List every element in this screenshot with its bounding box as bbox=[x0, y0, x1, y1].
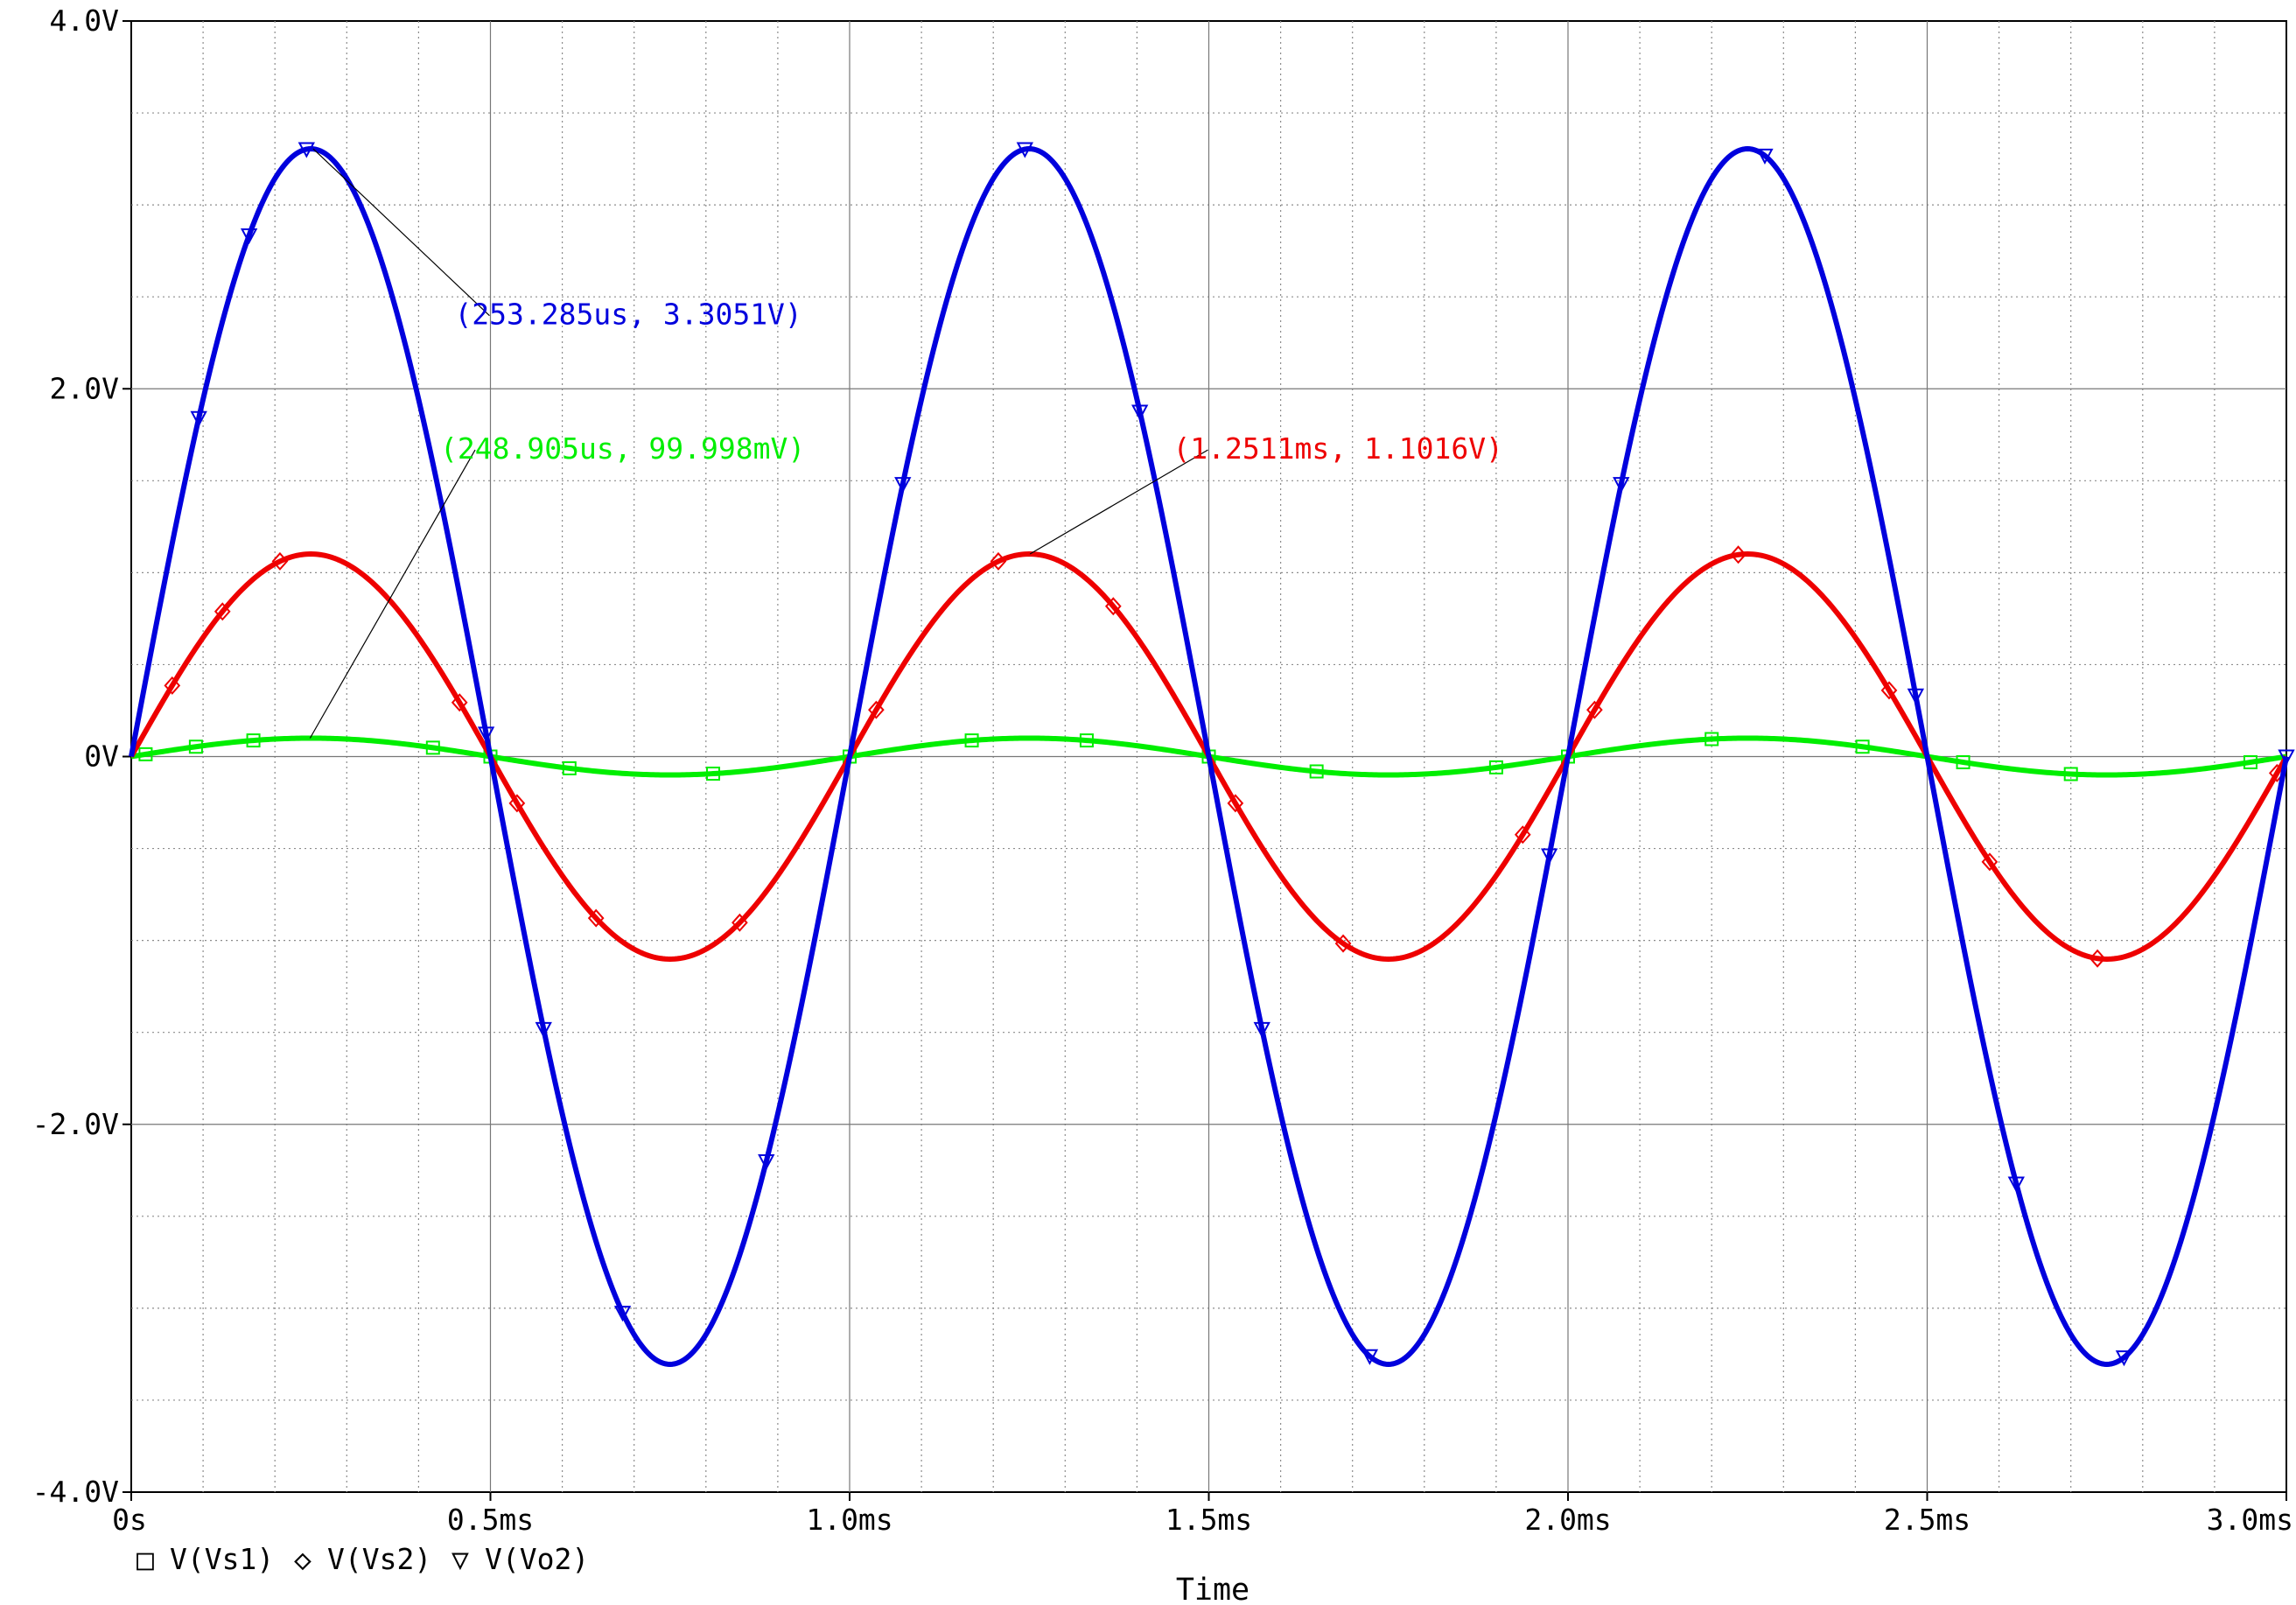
annotation-label: (253.285us, 3.3051V) bbox=[454, 298, 802, 332]
series-marker bbox=[1016, 142, 1033, 158]
series-marker bbox=[990, 551, 1007, 571]
series-marker bbox=[1907, 688, 1925, 704]
series-marker bbox=[1514, 825, 1531, 845]
series-marker bbox=[214, 602, 231, 621]
y-tick-label: 4.0V bbox=[50, 4, 119, 38]
series-marker bbox=[298, 142, 315, 158]
series-marker bbox=[138, 746, 153, 761]
x-tick-label: 1.0ms bbox=[806, 1503, 892, 1537]
series-marker bbox=[1880, 681, 1898, 700]
annotation-leader-line bbox=[1029, 449, 1208, 555]
series-marker bbox=[508, 794, 526, 813]
series-marker bbox=[477, 726, 495, 743]
legend-marker-icon: □ bbox=[136, 1542, 154, 1576]
series-marker bbox=[894, 477, 912, 494]
series-marker bbox=[706, 767, 721, 781]
series-line-vvo2 bbox=[129, 146, 2289, 1367]
legend-entry-label: V(Vo2) bbox=[485, 1542, 589, 1576]
series-marker bbox=[1488, 760, 1503, 774]
annotation-label: (1.2511ms, 1.1016V) bbox=[1172, 431, 1503, 466]
series-marker bbox=[535, 1021, 552, 1039]
x-axis-title: Time bbox=[1176, 1573, 1250, 1605]
series-marker bbox=[1131, 404, 1149, 421]
x-tick-label: 2.0ms bbox=[1524, 1503, 1611, 1537]
annotation-label: (248.905us, 99.998mV) bbox=[440, 431, 805, 466]
legend-entry-label: V(Vs2) bbox=[327, 1542, 431, 1576]
series-marker bbox=[587, 908, 605, 928]
series-marker bbox=[1334, 934, 1352, 953]
series-marker bbox=[1756, 148, 1774, 165]
series-marker bbox=[1956, 754, 1970, 769]
series-marker bbox=[1586, 700, 1603, 719]
series-marker bbox=[1309, 764, 1324, 779]
series-marker bbox=[1613, 477, 1630, 494]
x-tick-label: 1.5ms bbox=[1166, 1503, 1252, 1537]
series-marker bbox=[1981, 852, 1998, 872]
x-tick-label: 2.5ms bbox=[1884, 1503, 1970, 1537]
series-marker bbox=[1227, 794, 1244, 813]
series-marker bbox=[1253, 1021, 1270, 1039]
series-marker bbox=[188, 739, 203, 754]
series-marker bbox=[1540, 848, 1558, 865]
series-marker bbox=[1079, 733, 1094, 748]
series-marker bbox=[1104, 597, 1122, 616]
annotation-leader-line bbox=[309, 449, 476, 739]
series-marker bbox=[240, 228, 258, 245]
series-marker bbox=[425, 740, 440, 755]
legend-entry-label: V(Vs1) bbox=[170, 1542, 274, 1576]
series-marker bbox=[2089, 949, 2106, 968]
series-marker bbox=[1361, 1349, 1379, 1365]
y-tick-label: 0V bbox=[84, 739, 119, 774]
series-marker bbox=[164, 676, 181, 695]
cursor-annotations: (253.285us, 3.3051V) (248.905us, 99.998mV… bbox=[309, 148, 1503, 739]
tick-labels: 0s 0.5ms 1.0ms 1.5ms 2.0ms 2.5ms 3.0ms 4.0V 2.0V… bbox=[32, 4, 2293, 1537]
y-tick-label: -2.0V bbox=[32, 1107, 119, 1141]
y-tick-label: 2.0V bbox=[50, 371, 119, 405]
series-marker bbox=[271, 551, 289, 571]
series-marker bbox=[2278, 749, 2295, 766]
series-marker bbox=[451, 693, 468, 712]
series-marker bbox=[2115, 1350, 2133, 1367]
series-marker bbox=[613, 1306, 632, 1322]
series-marker bbox=[868, 700, 885, 719]
series-marker bbox=[2243, 754, 2258, 769]
series-marker bbox=[758, 1154, 775, 1171]
series-marker bbox=[732, 913, 748, 932]
series-marker bbox=[2063, 767, 2078, 781]
series-marker bbox=[1730, 545, 1746, 564]
legend-marker-icon: ◇ bbox=[294, 1542, 312, 1576]
x-tick-label: 3.0ms bbox=[2207, 1503, 2293, 1537]
x-tick-label: 0.5ms bbox=[447, 1503, 534, 1537]
series-marker bbox=[1855, 739, 1870, 754]
annotation-leader-line bbox=[312, 148, 490, 317]
series-lines bbox=[129, 142, 2295, 1367]
legend-marker-icon: ▽ bbox=[452, 1542, 469, 1576]
series-marker bbox=[1704, 732, 1719, 746]
series-marker bbox=[964, 733, 979, 748]
series-marker bbox=[2007, 1176, 2025, 1193]
legend: □ V(Vs1) ◇ V(Vs2) ▽ V(Vo2) bbox=[136, 1542, 589, 1576]
series-marker bbox=[190, 410, 207, 427]
series-marker bbox=[246, 733, 261, 748]
y-tick-label: -4.0V bbox=[32, 1475, 119, 1509]
x-tick-label: 0s bbox=[112, 1503, 147, 1537]
series-marker bbox=[562, 760, 577, 775]
